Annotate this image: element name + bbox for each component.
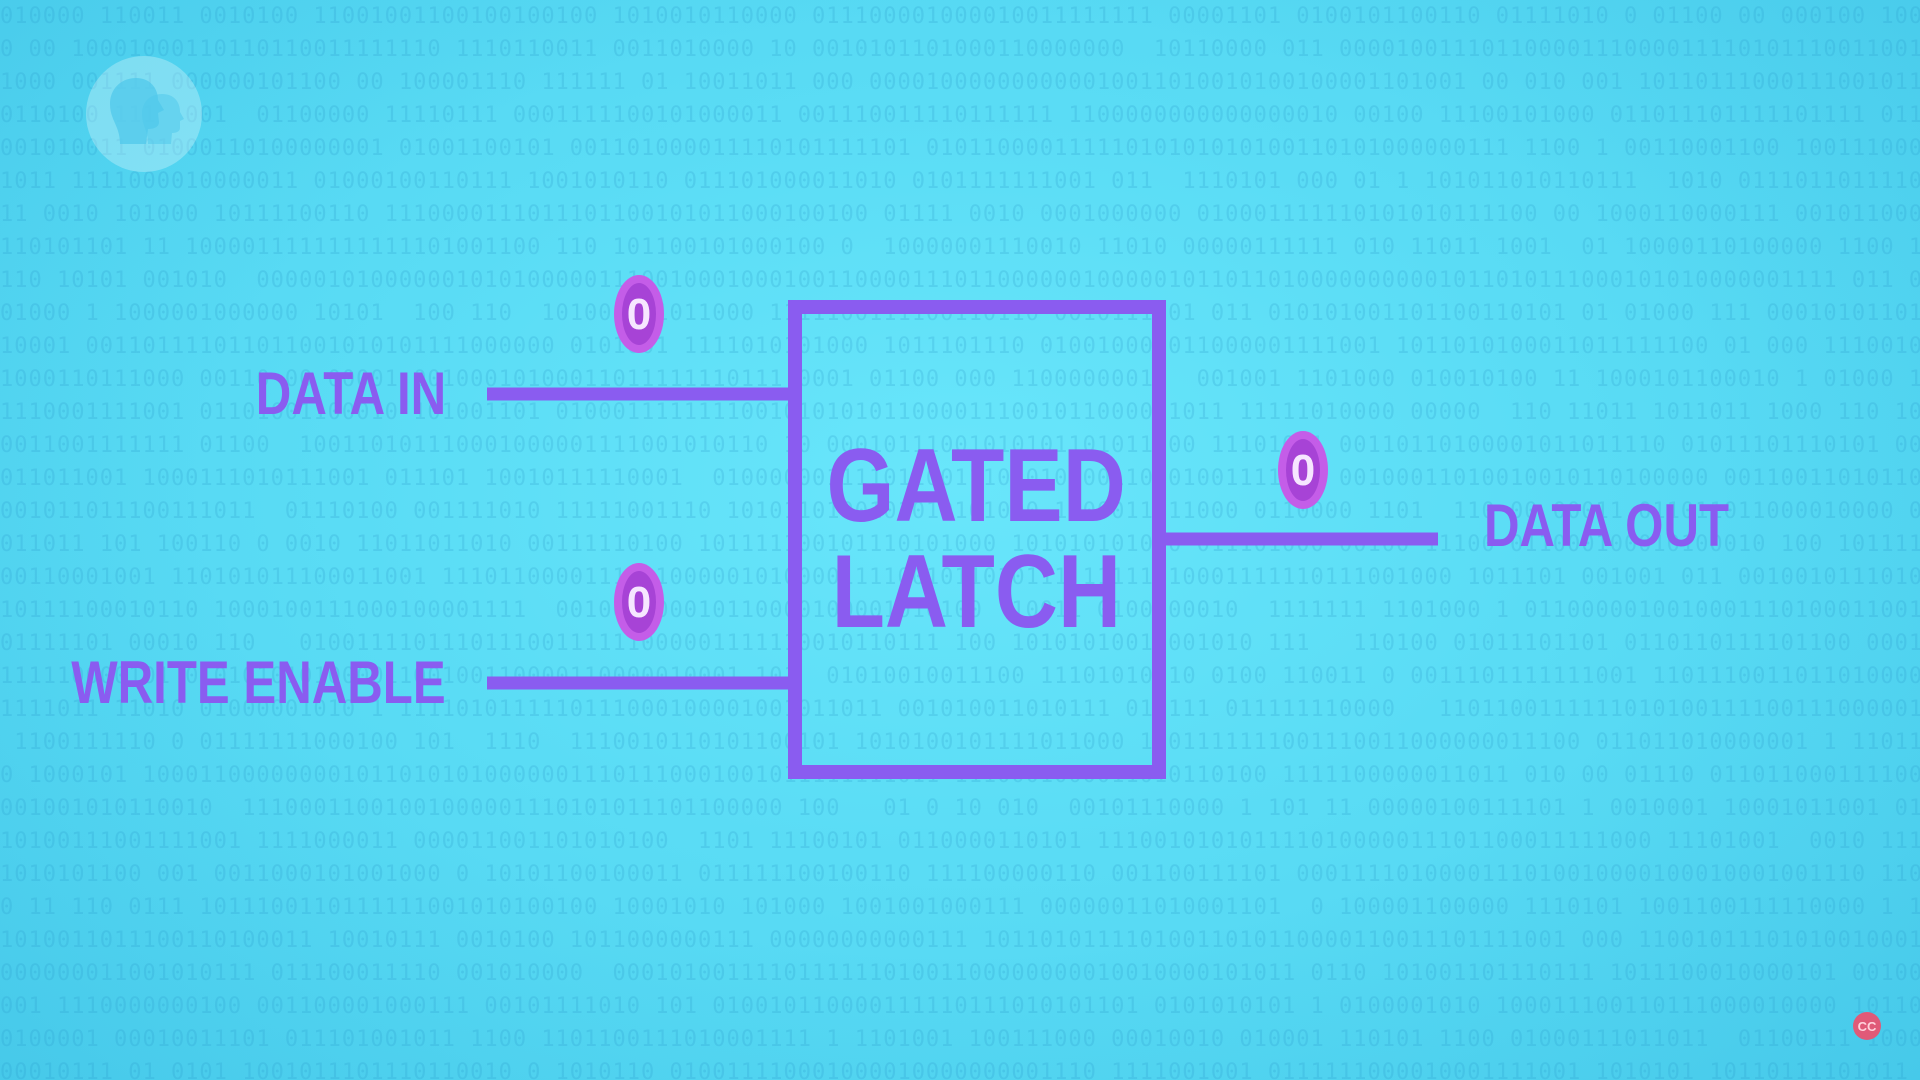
pbs-logo-icon	[86, 56, 202, 172]
write-enable-bit-token: 0	[614, 563, 664, 641]
latch-title: GATED LATCH	[788, 310, 1164, 768]
latch-title-line1: GATED	[826, 428, 1126, 544]
data-out-label: DATA OUT	[1484, 492, 1730, 559]
write-enable-bit: 0	[627, 578, 651, 627]
gated-latch-box	[788, 300, 1166, 779]
latch-title-line2: LATCH	[831, 534, 1121, 650]
write-enable-label: WRITE ENABLE	[71, 649, 446, 716]
data-in-bit: 0	[627, 290, 651, 339]
data-out-bit-token: 0	[1278, 431, 1328, 509]
data-out-bit: 0	[1291, 446, 1315, 495]
data-in-label: DATA IN	[255, 360, 446, 427]
closed-captions-icon[interactable]: CC	[1853, 1012, 1881, 1040]
data-in-bit-token: 0	[614, 275, 664, 353]
